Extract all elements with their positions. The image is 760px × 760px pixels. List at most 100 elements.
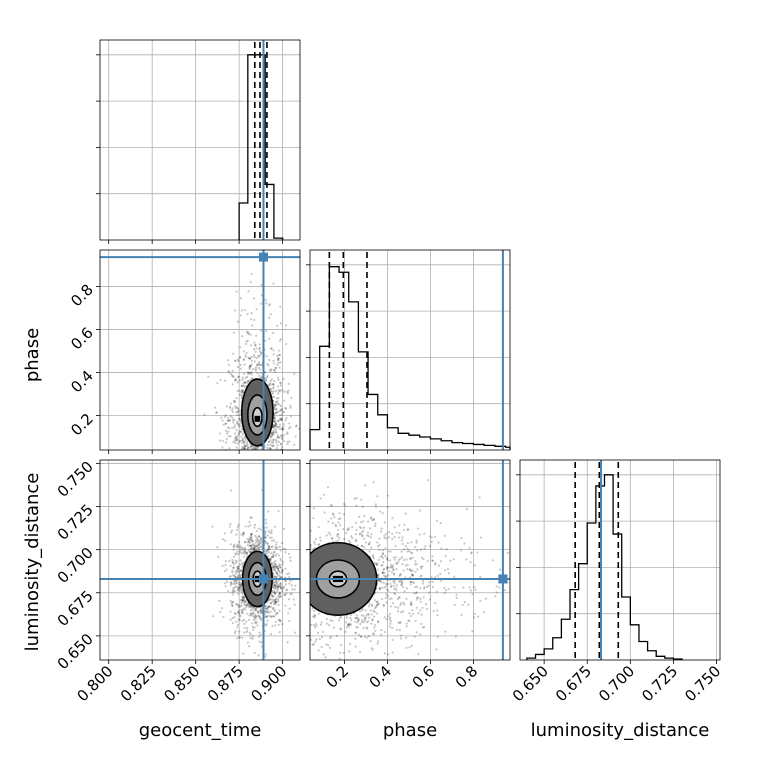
- sample-point: [244, 468, 246, 470]
- sample-point: [349, 623, 352, 626]
- x-tick-label-phase: 0.6: [409, 662, 439, 692]
- sample-point: [329, 619, 332, 622]
- sample-point: [231, 604, 234, 607]
- sample-point: [347, 527, 350, 530]
- sample-point: [265, 522, 268, 525]
- sample-point: [392, 588, 396, 591]
- sample-point: [400, 583, 404, 586]
- sample-point: [443, 569, 447, 572]
- sample-point: [229, 564, 232, 567]
- sample-point: [428, 535, 431, 538]
- sample-point: [304, 575, 306, 577]
- sample-point: [278, 537, 280, 539]
- sample-point: [411, 556, 414, 559]
- sample-point: [275, 451, 277, 453]
- sample-point: [272, 439, 275, 442]
- sample-point: [225, 432, 229, 435]
- sample-point: [240, 546, 243, 549]
- sample-point: [273, 415, 276, 418]
- sample-point: [303, 571, 305, 573]
- sample-point: [232, 587, 235, 590]
- sample-point: [259, 354, 262, 357]
- sample-point: [411, 551, 414, 555]
- density-panel-luminosity-distance-vs-geocent-time: 0.800 0.825 0.850 0.875 0.9000.6500.6750.700…: [54, 458, 301, 705]
- sample-point: [266, 374, 269, 377]
- sample-point: [362, 620, 365, 624]
- sample-point: [236, 420, 239, 423]
- sample-point: [246, 612, 249, 615]
- sample-point: [384, 575, 387, 578]
- sample-point: [421, 606, 424, 610]
- sample-point: [237, 424, 240, 427]
- sample-point: [260, 302, 263, 305]
- sample-point: [249, 333, 252, 336]
- sample-point: [298, 427, 300, 430]
- sample-point: [391, 537, 394, 540]
- sample-point: [280, 418, 283, 422]
- sample-point: [410, 573, 413, 576]
- sample-point: [243, 440, 247, 443]
- sample-point: [409, 557, 412, 560]
- sample-point: [234, 552, 237, 555]
- sample-point: [244, 342, 248, 346]
- sample-point: [275, 425, 278, 428]
- sample-point: [289, 559, 292, 562]
- sample-point: [392, 568, 395, 571]
- sample-point: [409, 583, 412, 586]
- sample-point: [231, 569, 234, 572]
- sample-point: [269, 447, 272, 450]
- sample-point: [361, 505, 364, 508]
- sample-point: [264, 452, 266, 454]
- sample-point: [251, 448, 254, 450]
- sample-point: [419, 609, 422, 612]
- sample-point: [313, 540, 316, 543]
- sample-point: [239, 346, 242, 349]
- sample-point: [228, 405, 232, 408]
- sample-point: [323, 511, 326, 514]
- sample-point: [239, 314, 242, 317]
- sample-point: [385, 588, 389, 591]
- sample-point: [276, 612, 279, 615]
- sample-point: [238, 574, 241, 577]
- sample-point: [394, 605, 397, 608]
- sample-point: [253, 651, 256, 654]
- sample-point: [278, 353, 281, 357]
- sample-point: [313, 614, 317, 618]
- sample-point: [378, 587, 381, 590]
- sample-point: [252, 297, 256, 300]
- sample-point: [304, 623, 306, 625]
- sample-point: [287, 389, 290, 392]
- sample-point: [279, 595, 283, 598]
- sample-point: [291, 543, 293, 545]
- sample-point: [477, 615, 480, 618]
- sample-point: [271, 431, 274, 434]
- sample-point: [278, 390, 281, 393]
- sample-point: [284, 324, 287, 327]
- sample-point: [248, 367, 251, 371]
- sample-point: [282, 440, 286, 443]
- sample-point: [293, 607, 295, 609]
- sample-point: [460, 536, 463, 540]
- sample-point: [242, 618, 246, 621]
- sample-point: [312, 507, 316, 510]
- sample-point: [423, 626, 426, 629]
- sample-point: [281, 413, 284, 416]
- sample-point: [308, 596, 310, 598]
- sample-point: [432, 609, 435, 613]
- sample-point: [379, 530, 383, 533]
- sample-point: [238, 586, 241, 589]
- sample-point: [358, 650, 362, 654]
- sample-point: [259, 541, 262, 544]
- density-content: [211, 488, 297, 658]
- sample-point: [376, 545, 380, 548]
- sample-point: [287, 427, 291, 430]
- sample-point: [251, 540, 254, 543]
- sample-point: [270, 451, 272, 453]
- sample-point: [216, 382, 219, 385]
- sample-point: [307, 543, 309, 545]
- sample-point: [237, 546, 240, 549]
- sample-point: [381, 512, 384, 515]
- sample-point: [433, 535, 437, 538]
- sample-point: [385, 566, 389, 569]
- sample-point: [479, 536, 482, 539]
